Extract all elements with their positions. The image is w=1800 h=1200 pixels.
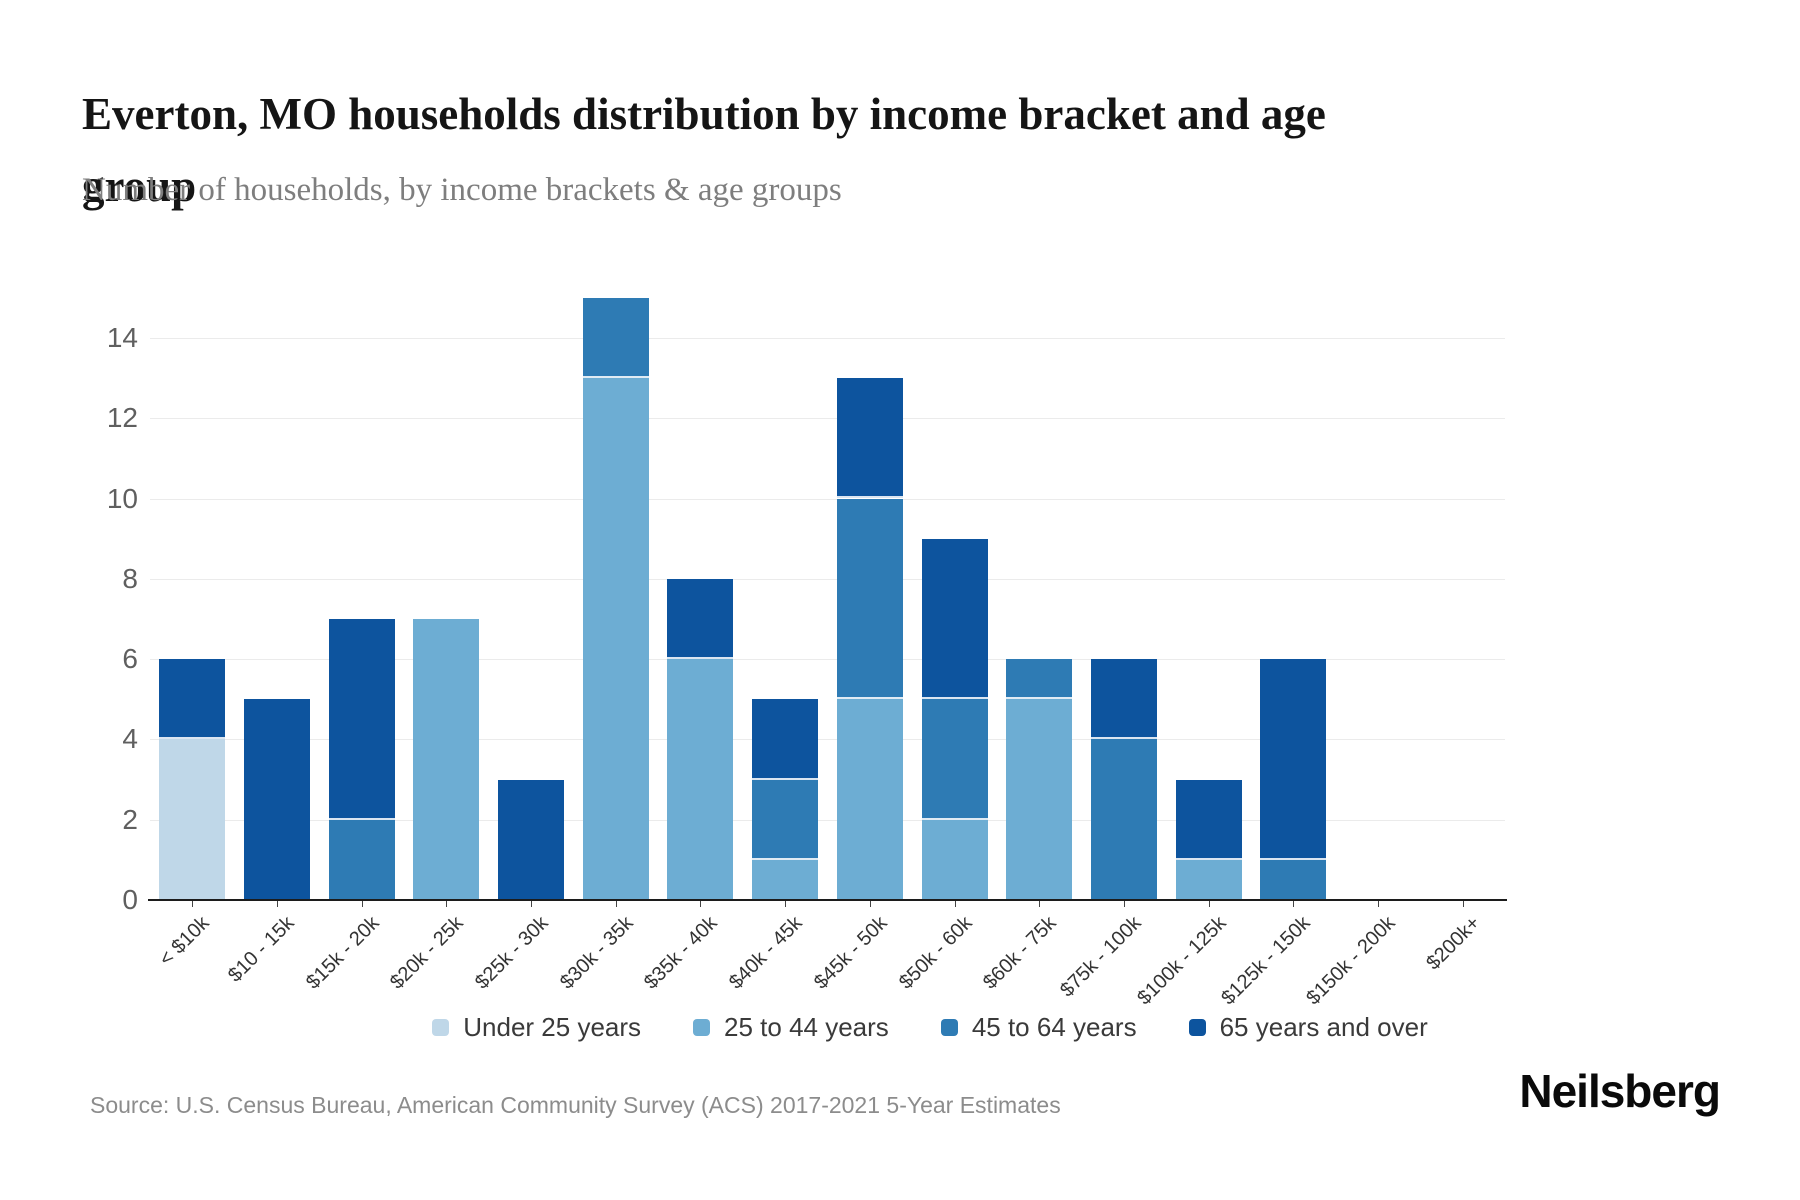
legend-swatch — [693, 1019, 711, 1036]
x-axis-tick — [192, 901, 194, 907]
x-axis-tick — [615, 901, 617, 907]
legend-item[interactable]: 25 to 44 years — [693, 1012, 889, 1043]
legend-swatch — [940, 1019, 958, 1036]
bar-segment[interactable] — [1260, 859, 1327, 900]
x-axis-label: $200k+ — [1421, 912, 1485, 975]
bar-segment[interactable] — [836, 699, 903, 900]
chart-title: Everton, MO households distribution by i… — [82, 89, 1326, 212]
y-axis-label: 8 — [122, 562, 138, 594]
y-axis-label: 12 — [106, 402, 138, 434]
neilsberg-logo: Neilsberg — [1519, 1065, 1721, 1117]
bar-segment[interactable] — [1006, 659, 1073, 700]
x-axis-line — [148, 899, 1507, 901]
x-axis-label: $10 - 15k — [224, 912, 299, 987]
x-axis-tick — [1462, 901, 1464, 907]
y-axis-label: 6 — [122, 643, 138, 675]
gridline — [150, 819, 1505, 821]
x-axis-label: $50k - 60k — [894, 912, 977, 994]
bar-segment[interactable] — [1006, 699, 1073, 900]
source-note: Source: U.S. Census Bureau, American Com… — [90, 1092, 1061, 1118]
y-axis-label: 2 — [122, 803, 138, 835]
y-axis-label: 0 — [122, 884, 138, 915]
gridline — [150, 337, 1505, 339]
y-axis-label: 4 — [122, 723, 138, 755]
gridline — [150, 418, 1505, 420]
bar-segment[interactable] — [667, 578, 734, 660]
bar-segment[interactable] — [1090, 739, 1157, 900]
bar-segment[interactable] — [836, 498, 903, 700]
gridline — [150, 578, 1505, 580]
y-axis-label: 10 — [106, 482, 138, 514]
legend: Under 25 years 25 to 44 years 45 to 64 yea… — [60, 1012, 1800, 1043]
bar-segment[interactable] — [1175, 859, 1242, 900]
bar-segment[interactable] — [921, 538, 988, 700]
bar-segment[interactable] — [752, 859, 819, 900]
x-axis-tick — [954, 901, 956, 907]
bar-segment[interactable] — [752, 779, 819, 860]
x-axis-label: $15k - 20k — [301, 912, 384, 994]
bar-segment[interactable] — [159, 659, 226, 740]
x-axis-tick — [1208, 901, 1210, 907]
x-axis-label: $30k - 35k — [555, 912, 638, 994]
bar-segment[interactable] — [582, 378, 649, 900]
x-axis-tick — [531, 901, 533, 907]
bar-segment[interactable] — [836, 378, 903, 499]
x-axis-label: $40k - 45k — [725, 912, 807, 994]
x-axis-label: < $10k — [155, 912, 214, 971]
x-axis-label: $60k - 75k — [979, 912, 1061, 994]
x-axis-tick — [277, 901, 279, 907]
x-axis-tick — [1123, 901, 1125, 907]
bar-segment[interactable] — [413, 618, 480, 900]
legend-label: 65 years and over — [1219, 1012, 1428, 1042]
bar-segment[interactable] — [667, 659, 734, 900]
bar-segment[interactable] — [159, 739, 226, 900]
legend-item[interactable]: Under 25 years — [432, 1012, 641, 1043]
bar-segment[interactable] — [244, 699, 311, 900]
x-axis-label: $125k - 150k — [1217, 912, 1315, 1010]
bar-segment[interactable] — [328, 819, 395, 900]
y-axis-label: 14 — [106, 321, 138, 353]
legend-swatch — [1188, 1019, 1206, 1036]
legend-item[interactable]: 45 to 64 years — [940, 1012, 1137, 1043]
x-axis-tick — [785, 901, 787, 907]
x-axis-tick — [869, 901, 871, 907]
bar-segment[interactable] — [921, 699, 988, 820]
legend-label: Under 25 years — [463, 1012, 642, 1042]
legend-label: 25 to 44 years — [724, 1012, 889, 1042]
gridline — [150, 659, 1505, 661]
x-axis-label: $150k - 200k — [1302, 912, 1400, 1010]
x-axis-tick — [1293, 901, 1295, 907]
gridline — [150, 498, 1505, 500]
x-axis-tick — [700, 901, 702, 907]
x-axis-label: $20k - 25k — [386, 912, 468, 994]
x-axis-label: $35k - 40k — [640, 912, 723, 994]
bar-segment[interactable] — [498, 779, 565, 900]
x-axis-label: $45k - 50k — [809, 912, 892, 994]
x-axis-label: $25k - 30k — [471, 912, 553, 994]
bar-segment[interactable] — [582, 297, 649, 379]
legend-item[interactable]: 65 years and over — [1188, 1012, 1428, 1043]
legend-label: 45 to 64 years — [971, 1012, 1137, 1042]
bar-segment[interactable] — [1175, 779, 1242, 860]
bar-segment[interactable] — [752, 699, 819, 780]
chart-subtitle: Number of households, by income brackets… — [82, 172, 842, 208]
bar-segment[interactable] — [1090, 659, 1157, 740]
x-axis-tick — [1039, 901, 1041, 907]
x-axis-tick — [1377, 901, 1379, 907]
x-axis-tick — [446, 901, 448, 907]
bar-segment[interactable] — [1260, 659, 1327, 860]
bar-segment[interactable] — [328, 618, 395, 820]
gridline — [150, 739, 1505, 741]
legend-swatch — [432, 1019, 450, 1036]
bar-segment[interactable] — [921, 819, 988, 900]
x-axis-tick — [361, 901, 363, 907]
x-axis-label: $100k - 125k — [1132, 912, 1231, 1010]
x-axis-label: $75k - 100k — [1056, 912, 1146, 1002]
